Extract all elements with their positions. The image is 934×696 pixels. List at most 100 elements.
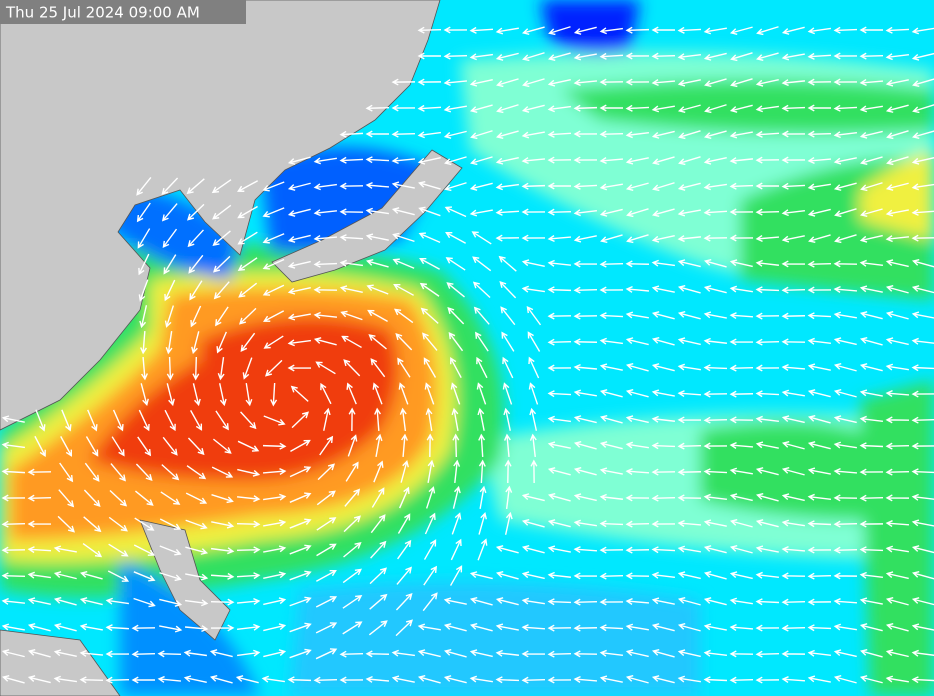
- arrow: [187, 437, 205, 456]
- arrow: [885, 494, 910, 502]
- arrow: [369, 567, 388, 585]
- arrow: [290, 439, 311, 453]
- arrow: [573, 104, 598, 112]
- arrow: [263, 493, 287, 501]
- arrow: [573, 572, 598, 580]
- arrow: [316, 490, 336, 506]
- arrow: [677, 26, 702, 34]
- arrow: [807, 183, 831, 191]
- arrow: [573, 130, 598, 138]
- arrow: [419, 282, 440, 297]
- arrow: [400, 459, 409, 483]
- arrow: [339, 285, 363, 294]
- arrow: [859, 520, 884, 528]
- arrow: [79, 623, 103, 631]
- arrow: [677, 675, 701, 683]
- arrow: [885, 571, 909, 580]
- arrow: [213, 281, 230, 300]
- arrow: [133, 571, 156, 582]
- arrow: [547, 441, 571, 449]
- arrow: [159, 518, 182, 530]
- arrow: [547, 79, 571, 87]
- arrow: [263, 545, 287, 553]
- arrow: [573, 338, 598, 346]
- arrow: [237, 468, 261, 477]
- arrow: [703, 183, 727, 191]
- arrow: [417, 649, 441, 658]
- arrow: [625, 598, 650, 605]
- arrow: [885, 390, 910, 397]
- arrow: [495, 208, 520, 216]
- arrow: [652, 182, 675, 192]
- arrow: [885, 520, 910, 528]
- arrow: [263, 571, 287, 579]
- arrow: [833, 415, 857, 424]
- arrow: [373, 460, 384, 483]
- arrow: [469, 26, 494, 34]
- arrow: [547, 676, 572, 684]
- arrow: [1, 572, 26, 580]
- arrow: [443, 597, 467, 605]
- arrow: [237, 257, 258, 272]
- arrow: [703, 468, 728, 476]
- arrow: [911, 597, 934, 606]
- arrow: [651, 26, 676, 34]
- arrow: [1, 415, 25, 423]
- arrow: [27, 675, 51, 684]
- arrow: [289, 648, 312, 659]
- arrow: [347, 434, 358, 457]
- arrow: [547, 467, 571, 476]
- arrow: [443, 130, 467, 139]
- arrow: [704, 130, 727, 140]
- arrow: [807, 572, 832, 580]
- arrow: [651, 79, 676, 87]
- arrow: [859, 649, 883, 658]
- arrow: [625, 182, 649, 191]
- arrow: [262, 207, 285, 218]
- arrow: [651, 546, 676, 554]
- arrow: [370, 514, 386, 534]
- arrow: [807, 675, 831, 683]
- arrow: [625, 285, 650, 293]
- arrow: [755, 286, 780, 294]
- arrow: [105, 597, 129, 605]
- arrow: [729, 390, 754, 398]
- arrow: [521, 650, 546, 658]
- arrow: [160, 491, 181, 505]
- arrow: [547, 493, 571, 502]
- arrow: [729, 285, 753, 293]
- arrow: [209, 649, 233, 658]
- arrow: [859, 52, 884, 60]
- arrow: [34, 435, 46, 458]
- arrow: [398, 486, 410, 509]
- arrow: [833, 78, 858, 86]
- arrow: [625, 468, 650, 476]
- arrow: [703, 676, 728, 684]
- arrow: [240, 411, 257, 430]
- arrow: [417, 52, 442, 60]
- arrow: [677, 259, 701, 268]
- arrow: [469, 597, 493, 606]
- arrow: [452, 433, 460, 458]
- arrow: [495, 676, 520, 684]
- arrow: [755, 364, 780, 372]
- arrow: [781, 415, 805, 424]
- arrow: [573, 493, 597, 502]
- arrow: [860, 208, 883, 218]
- arrow: [262, 233, 285, 244]
- arrow: [521, 519, 545, 528]
- arrow: [495, 52, 519, 61]
- arrow: [755, 493, 779, 502]
- arrow: [521, 234, 546, 242]
- arrow: [60, 436, 73, 457]
- arrow: [85, 436, 99, 457]
- arrow: [573, 260, 598, 268]
- arrow: [573, 519, 597, 527]
- arrow: [237, 231, 258, 245]
- arrow: [859, 285, 883, 293]
- arrow: [859, 494, 884, 502]
- arrow: [111, 436, 125, 457]
- arrow: [186, 203, 205, 221]
- arrow: [911, 676, 934, 684]
- arrow: [755, 441, 779, 449]
